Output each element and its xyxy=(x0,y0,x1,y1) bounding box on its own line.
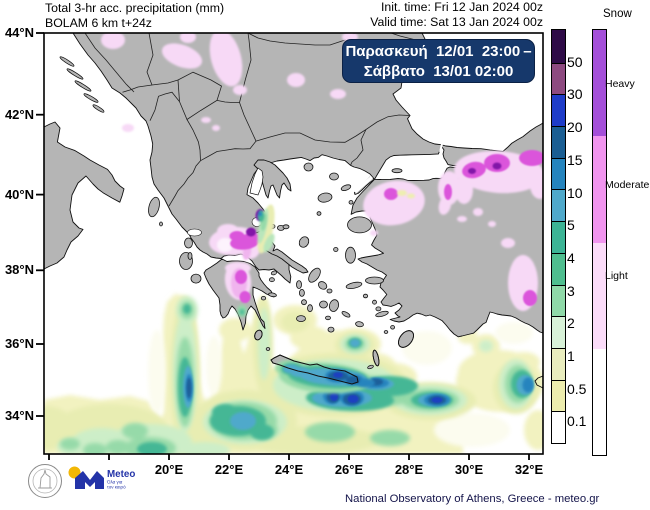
svg-text:Όλα για: Όλα για xyxy=(106,480,123,485)
svg-text:Meteo: Meteo xyxy=(107,469,135,480)
svg-text:τον καιρό: τον καιρό xyxy=(107,484,126,490)
